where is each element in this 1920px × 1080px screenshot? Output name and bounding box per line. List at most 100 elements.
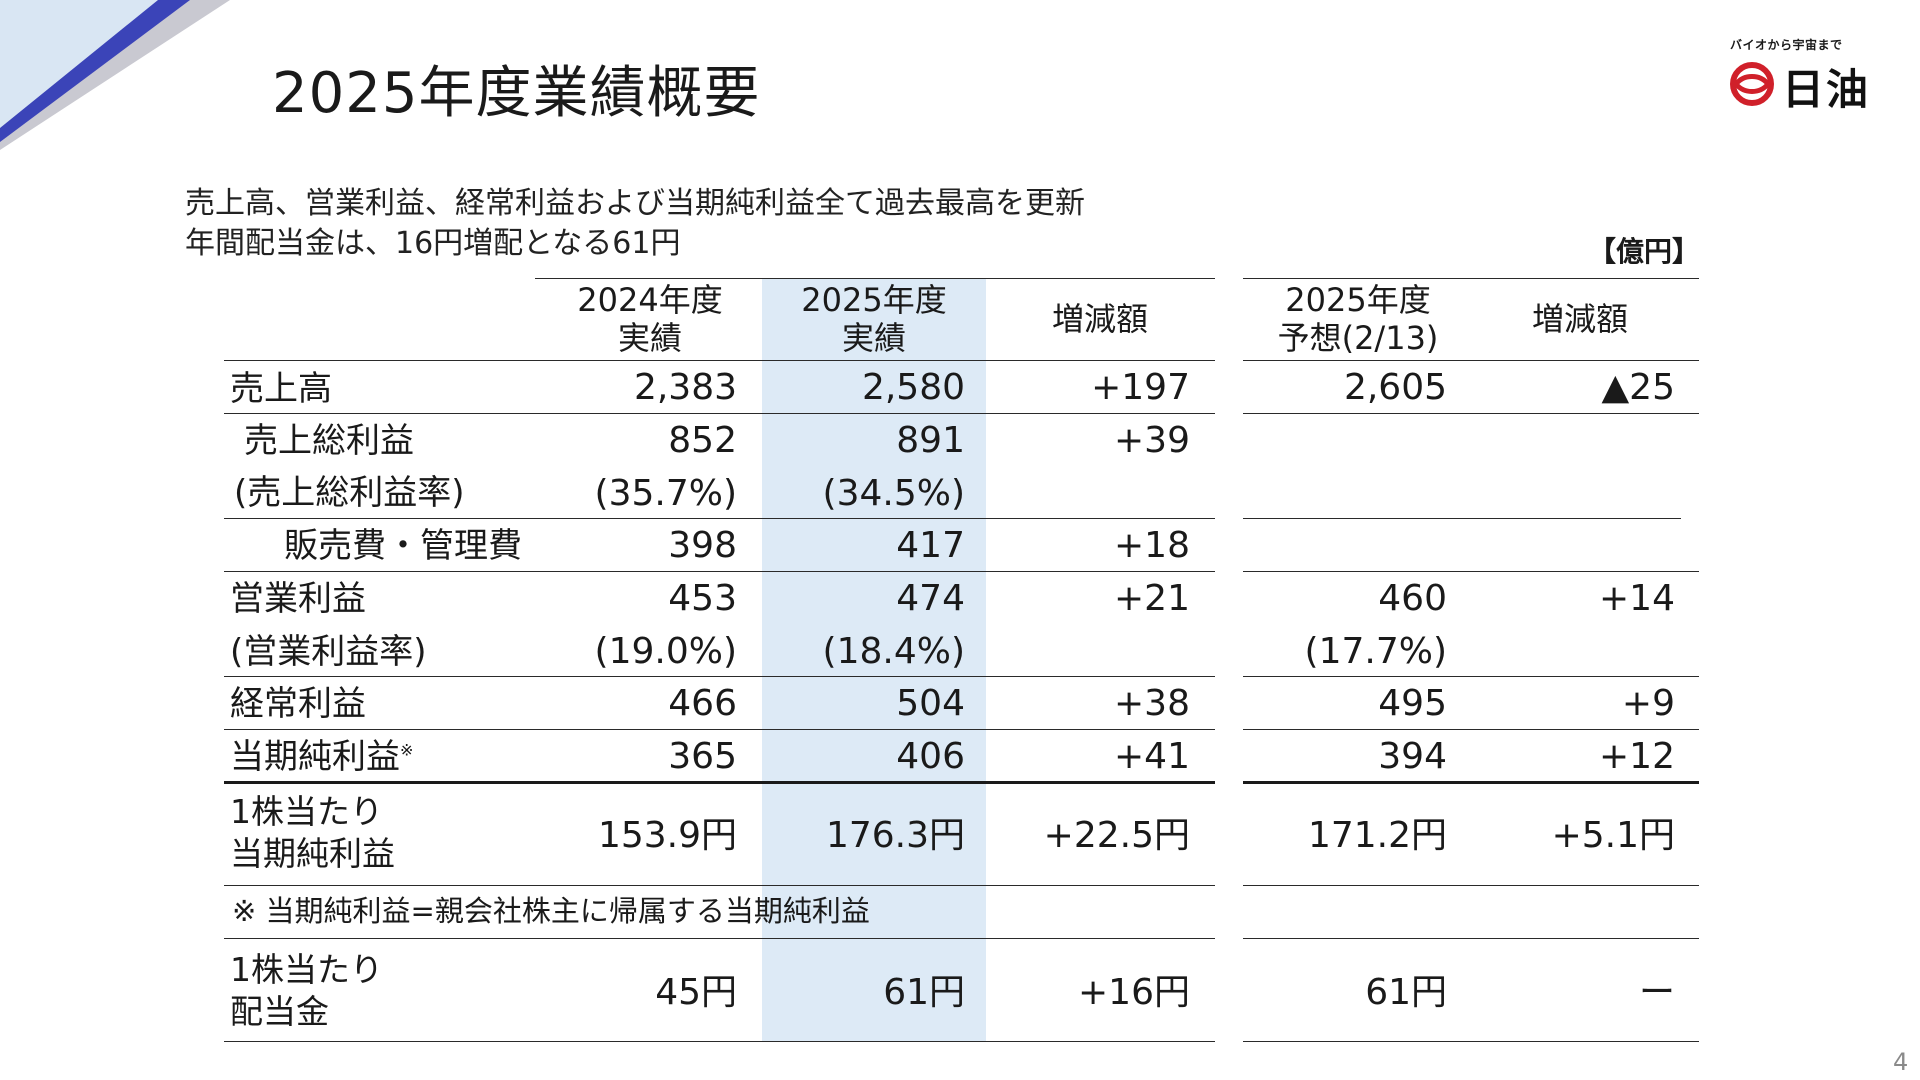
rule <box>1243 676 1699 677</box>
operating-profit-forecast-change: +14 <box>1599 578 1675 619</box>
unit-label: 【億円】 <box>1588 235 1701 268</box>
ordinary-profit-fy2025: 504 <box>896 683 965 724</box>
page-title: 2025年度業績概要 <box>272 61 761 126</box>
sales-fy2025: 2,580 <box>861 367 965 408</box>
operating-margin-fy2025: (18.4%) <box>822 631 965 672</box>
logo-tagline: バイオから宇宙まで <box>1730 38 1843 52</box>
rule <box>1243 729 1699 730</box>
header-forecast-line2: 予想(2/13) <box>1277 319 1439 357</box>
gross-profit-change: +39 <box>1114 420 1190 461</box>
sales-forecast: 2,605 <box>1343 367 1447 408</box>
row-label-dividend: 1株当たり 配当金 <box>230 949 383 1033</box>
operating-profit-forecast: 460 <box>1378 578 1447 619</box>
row-label-gross-margin: (売上総利益率) <box>234 473 465 513</box>
eps-change: +22.5円 <box>1043 815 1190 856</box>
operating-profit-change: +21 <box>1114 578 1190 619</box>
net-income-label: 当期純利益 <box>230 737 400 777</box>
header-fy2024: 2024年度 実績 <box>540 281 760 357</box>
eps-label-line2: 当期純利益 <box>230 834 395 873</box>
summary-line-1: 売上高、営業利益、経常利益および当期純利益全て過去最高を更新 <box>185 186 1085 221</box>
header-change: 増減額 <box>1051 300 1148 338</box>
fy2025-highlight <box>762 278 986 1042</box>
page-number: 4 <box>1893 1048 1909 1076</box>
dividend-label-line2: 配当金 <box>230 992 329 1031</box>
row-label-gross-profit: 売上総利益 <box>244 421 414 461</box>
rule <box>224 885 1215 886</box>
dividend-forecast: 61円 <box>1365 972 1447 1013</box>
rule <box>1243 885 1699 886</box>
rule-top <box>535 278 1215 279</box>
rule-top <box>1243 278 1699 279</box>
eps-fy2024: 153.9円 <box>597 815 737 856</box>
sales-fy2024: 2,383 <box>633 367 737 408</box>
row-label-eps: 1株当たり 当期純利益 <box>230 791 395 875</box>
gross-margin-fy2024: (35.7%) <box>594 473 737 514</box>
rule <box>1243 938 1699 939</box>
ordinary-profit-change: +38 <box>1114 683 1190 724</box>
header-fy2024-line2: 実績 <box>617 319 682 357</box>
operating-margin-forecast: (17.7%) <box>1304 631 1447 672</box>
net-income-fy2025: 406 <box>896 736 965 777</box>
header-fy2025-line2: 実績 <box>841 319 906 357</box>
company-logo: バイオから宇宙まで 日油 <box>1730 36 1880 114</box>
net-income-forecast: 394 <box>1378 736 1447 777</box>
header-fy2024-line1: 2024年度 <box>577 281 723 319</box>
rule-thick <box>1243 781 1699 784</box>
eps-forecast: 171.2円 <box>1307 815 1447 856</box>
rule <box>224 571 1215 572</box>
sga-fy2024: 398 <box>668 525 737 566</box>
row-label-operating-margin: (営業利益率) <box>230 632 427 672</box>
row-label-sales: 売上高 <box>230 369 332 409</box>
rule <box>224 413 1215 414</box>
net-income-fy2024: 365 <box>668 736 737 777</box>
header-forecast-change: 増減額 <box>1531 300 1628 338</box>
operating-profit-fy2025: 474 <box>896 578 965 619</box>
rule <box>1243 413 1699 414</box>
operating-profit-fy2024: 453 <box>668 578 737 619</box>
summary-line-2: 年間配当金は、16円増配となる61円 <box>185 226 681 261</box>
rule <box>224 938 1215 939</box>
logo-name: 日油 <box>1782 65 1871 114</box>
ordinary-profit-forecast: 495 <box>1378 683 1447 724</box>
dividend-fy2024: 45円 <box>655 972 737 1013</box>
footnote: ※ 当期純利益=親会社株主に帰属する当期純利益 <box>232 894 870 928</box>
rule-header <box>1243 360 1699 361</box>
header-fy2025: 2025年度 実績 <box>762 281 986 357</box>
sales-forecast-change: ▲25 <box>1601 367 1676 408</box>
sga-change: +18 <box>1114 525 1190 566</box>
dividend-label-line1: 1株当たり <box>230 950 383 989</box>
operating-margin-fy2024: (19.0%) <box>594 631 737 672</box>
header-forecast-line1: 2025年度 <box>1285 281 1431 319</box>
row-label-operating-profit: 営業利益 <box>230 579 366 619</box>
rule <box>224 729 1215 730</box>
ordinary-profit-fy2024: 466 <box>668 683 737 724</box>
dividend-forecast-change: ー <box>1638 972 1675 1013</box>
gross-profit-fy2024: 852 <box>668 420 737 461</box>
sales-change: +197 <box>1091 367 1190 408</box>
sga-fy2025: 417 <box>896 525 965 566</box>
row-label-ordinary-profit: 経常利益 <box>230 684 366 724</box>
row-label-net-income: 当期純利益※ <box>230 740 413 774</box>
rule <box>224 676 1215 677</box>
rule <box>224 518 1215 519</box>
rule-thick <box>224 781 1215 784</box>
ordinary-profit-forecast-change: +9 <box>1621 683 1675 724</box>
dividend-change: +16円 <box>1078 972 1190 1013</box>
eps-fy2025: 176.3円 <box>825 815 965 856</box>
gross-margin-fy2025: (34.5%) <box>822 473 965 514</box>
row-label-sga: 販売費・管理費 <box>284 526 522 566</box>
net-income-forecast-change: +12 <box>1599 736 1675 777</box>
rule <box>1243 571 1699 572</box>
eps-forecast-change: +5.1円 <box>1551 815 1675 856</box>
rule-bottom <box>1243 1041 1699 1042</box>
eps-label-line1: 1株当たり <box>230 792 383 831</box>
header-forecast: 2025年度 予想(2/13) <box>1243 281 1473 357</box>
rule <box>1243 518 1681 519</box>
rule-bottom <box>224 1041 1215 1042</box>
net-income-footnote-mark: ※ <box>400 740 414 760</box>
logo-mark-icon <box>1730 62 1774 106</box>
net-income-change: +41 <box>1114 736 1190 777</box>
rule-header <box>224 360 1215 361</box>
header-fy2025-line1: 2025年度 <box>801 281 947 319</box>
corner-decoration <box>0 0 230 150</box>
